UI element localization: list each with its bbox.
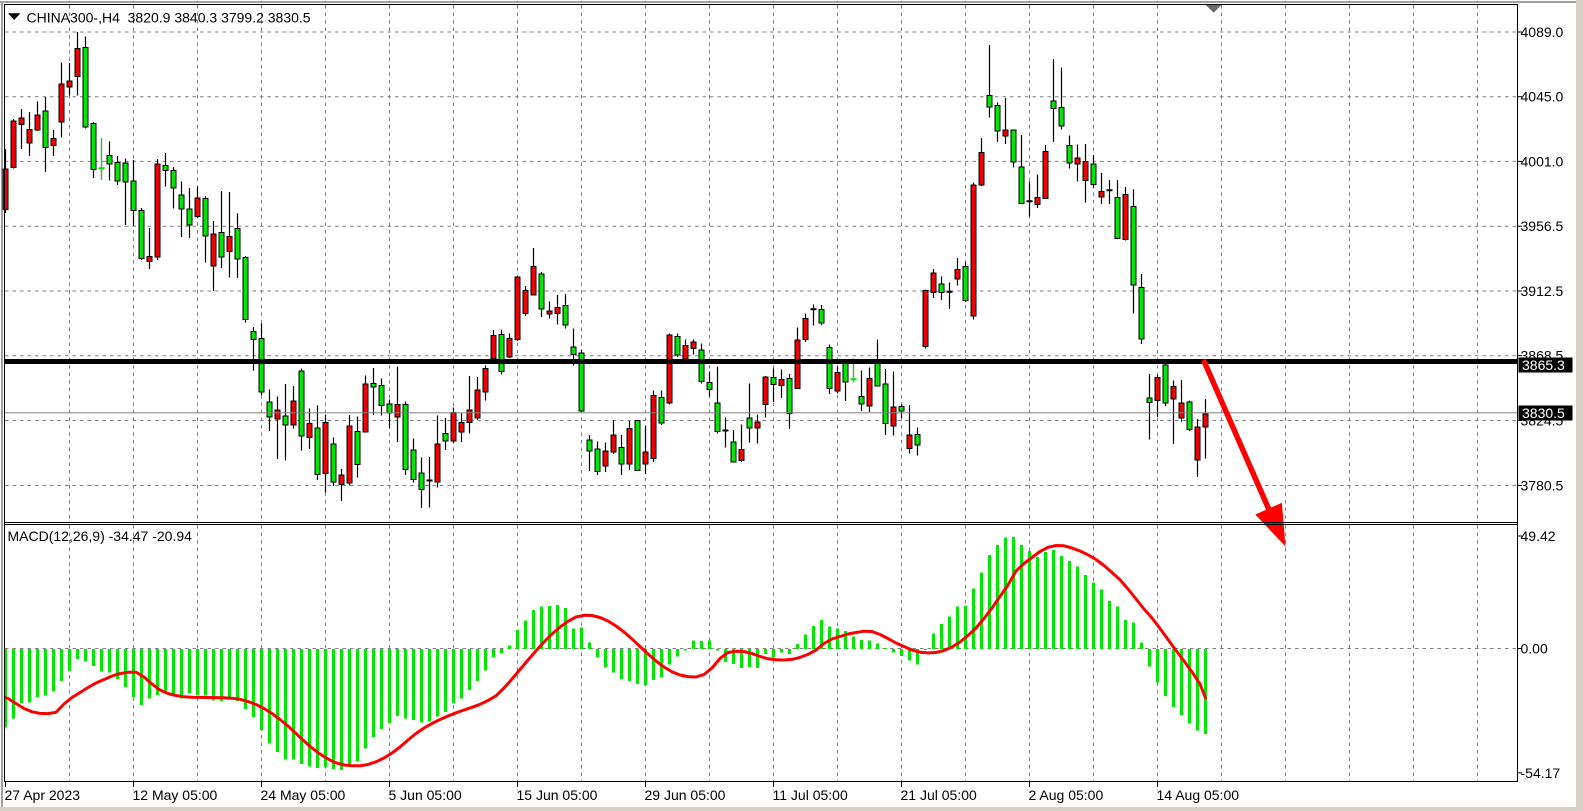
svg-text:2 Aug 05:00: 2 Aug 05:00 <box>1029 787 1104 803</box>
svg-text:-54.17: -54.17 <box>1521 765 1561 781</box>
svg-text:11 Jul 05:00: 11 Jul 05:00 <box>773 787 848 803</box>
svg-text:3865.3: 3865.3 <box>1522 357 1565 373</box>
svg-text:3830.5: 3830.5 <box>1522 405 1565 421</box>
svg-text:29 Jun 05:00: 29 Jun 05:00 <box>645 787 726 803</box>
svg-text:CHINA300-,H4 3820.9 3840.3 37: CHINA300-,H4 3820.9 3840.3 3799.2 3830.5 <box>27 9 311 25</box>
svg-text:0.00: 0.00 <box>1521 641 1548 657</box>
svg-text:4089.0: 4089.0 <box>1521 24 1564 40</box>
svg-text:4001.0: 4001.0 <box>1521 153 1564 169</box>
svg-text:3912.5: 3912.5 <box>1521 283 1564 299</box>
svg-text:49.42: 49.42 <box>1521 528 1556 544</box>
svg-text:24 May 05:00: 24 May 05:00 <box>261 787 346 803</box>
svg-text:12 May 05:00: 12 May 05:00 <box>133 787 218 803</box>
svg-text:15 Jun 05:00: 15 Jun 05:00 <box>517 787 598 803</box>
svg-text:4045.0: 4045.0 <box>1521 89 1564 105</box>
svg-text:27 Apr 2023: 27 Apr 2023 <box>5 787 81 803</box>
svg-text:5 Jun 05:00: 5 Jun 05:00 <box>389 787 462 803</box>
svg-text:3780.5: 3780.5 <box>1521 478 1564 494</box>
svg-text:MACD(12,26,9) -34.47 -20.94: MACD(12,26,9) -34.47 -20.94 <box>8 528 193 544</box>
svg-text:21 Jul 05:00: 21 Jul 05:00 <box>901 787 977 803</box>
svg-text:14 Aug 05:00: 14 Aug 05:00 <box>1157 787 1240 803</box>
svg-text:3956.5: 3956.5 <box>1521 218 1564 234</box>
